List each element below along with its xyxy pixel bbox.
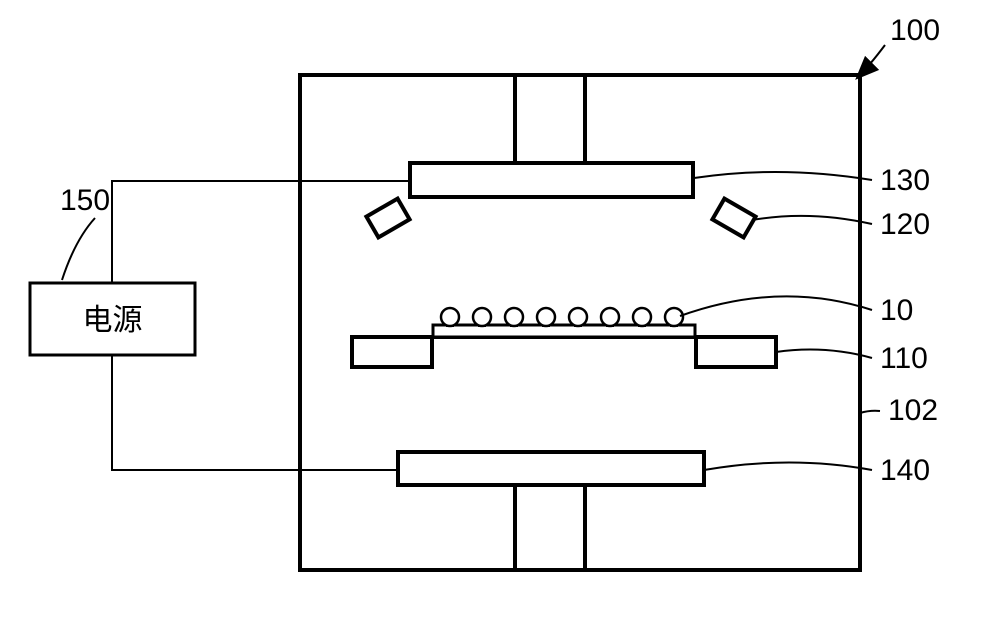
bump <box>441 308 459 326</box>
bump <box>569 308 587 326</box>
svg-text:120: 120 <box>880 208 930 241</box>
svg-text:110: 110 <box>880 342 928 375</box>
top-electrode <box>410 163 693 197</box>
leader-102 <box>860 411 880 413</box>
leader-150 <box>62 218 95 280</box>
bump <box>473 308 491 326</box>
power-supply-label: 电源 <box>83 304 143 337</box>
stage-ring-right <box>696 337 776 367</box>
bump <box>601 308 619 326</box>
bump <box>537 308 555 326</box>
svg-text:102: 102 <box>888 394 938 427</box>
bottom-electrode <box>398 452 704 485</box>
bump <box>665 308 683 326</box>
bump <box>633 308 651 326</box>
wafer-plate <box>433 325 695 337</box>
svg-text:100: 100 <box>890 14 940 47</box>
diagram-canvas: 电源 100 150 130 120 10 110 102 140 <box>0 0 1000 618</box>
stage-ring-left <box>352 337 432 367</box>
svg-text:130: 130 <box>880 164 930 197</box>
bump <box>505 308 523 326</box>
svg-text:10: 10 <box>880 294 913 327</box>
svg-text:150: 150 <box>60 184 110 217</box>
leader-100 <box>858 45 885 77</box>
diagram-svg: 电源 100 150 130 120 10 110 102 140 <box>0 0 1000 618</box>
svg-text:140: 140 <box>880 454 930 487</box>
